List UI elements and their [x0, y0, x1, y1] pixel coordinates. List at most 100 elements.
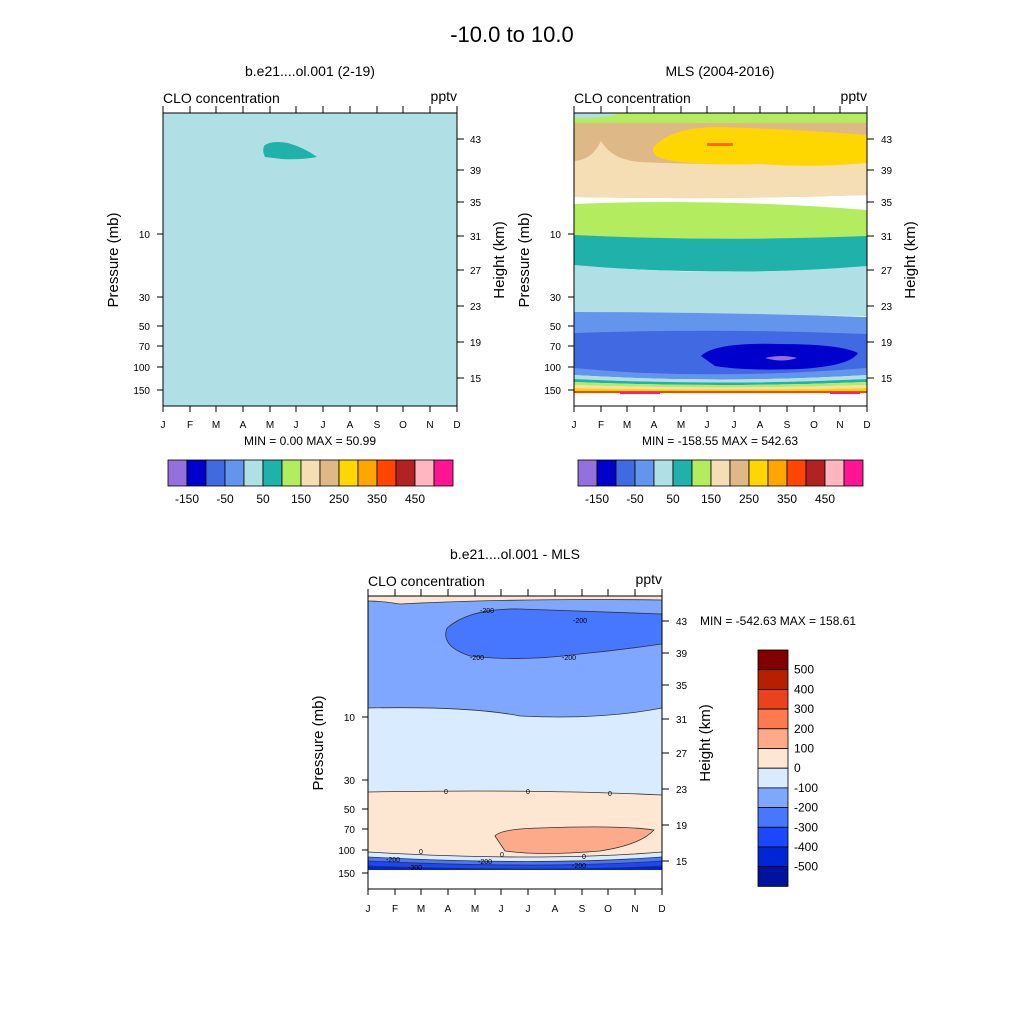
colorbar-swatch — [757, 728, 789, 749]
x-tick-label: J — [572, 420, 577, 431]
colorbar-label: -400 — [794, 840, 818, 854]
colorbar-swatch — [262, 459, 283, 487]
colorbar-swatch — [757, 866, 789, 887]
x-tick-label: N — [631, 904, 638, 915]
pressure-tick-label: 100 — [133, 363, 150, 374]
field-fill — [368, 857, 662, 865]
field-fill — [707, 143, 733, 146]
colorbar-label: 350 — [367, 492, 387, 506]
y-axis-label-right: Height (km) — [491, 221, 508, 299]
colorbar-swatch — [281, 459, 302, 487]
y-axis-label: Pressure (mb) — [310, 695, 327, 790]
colorbar-swatch — [433, 459, 454, 487]
x-tick-label: A — [347, 420, 354, 431]
colorbar-swatch — [767, 459, 788, 487]
field-fill — [830, 392, 860, 394]
pressure-tick-label: 150 — [544, 386, 561, 397]
pressure-tick-label: 50 — [344, 805, 356, 816]
y-axis-label-right: Height (km) — [697, 704, 714, 782]
colorbar-swatch — [653, 459, 674, 487]
colorbar-swatch — [357, 459, 378, 487]
field-fill — [263, 142, 317, 160]
field-fill — [163, 113, 457, 406]
height-tick-label: 35 — [881, 198, 893, 209]
x-tick-label: A — [445, 904, 452, 915]
pressure-tick-label: 30 — [344, 776, 356, 787]
colorbar-label: 500 — [794, 663, 814, 677]
colorbar-label: 150 — [291, 492, 311, 506]
pressure-tick-label: 10 — [139, 230, 151, 241]
colorbar-swatch — [300, 459, 321, 487]
colorbar-swatch — [757, 649, 789, 671]
colorbar-swatch — [843, 459, 864, 487]
contour-label: 0 — [526, 789, 530, 796]
min-max-text: MIN = -542.63 MAX = 158.61 — [700, 614, 856, 628]
x-tick-label: J — [321, 420, 326, 431]
colorbar-swatch — [577, 459, 598, 487]
colorbar-swatch — [757, 807, 789, 828]
panel-left-label: CLO concentration — [368, 573, 485, 589]
field-fill — [574, 141, 867, 199]
colorbar-label: 100 — [794, 742, 814, 756]
colorbar-swatch — [224, 459, 245, 487]
colorbar-label: -300 — [794, 820, 818, 834]
colorbar-label: 250 — [739, 492, 759, 506]
colorbar-label: -500 — [794, 860, 818, 874]
y-axis-label: Pressure (mb) — [105, 212, 122, 307]
height-tick-label: 15 — [881, 374, 893, 385]
x-tick-label: M — [677, 420, 685, 431]
x-tick-label: S — [579, 904, 586, 915]
plot-frame — [162, 112, 458, 407]
colorbar-swatch — [186, 459, 207, 487]
x-tick-label: F — [392, 904, 398, 915]
height-tick-label: 43 — [470, 135, 482, 146]
field-fill — [368, 707, 662, 795]
height-tick-label: 43 — [676, 617, 688, 628]
colorbar-label: 50 — [256, 492, 270, 506]
contour-label: 0 — [419, 849, 423, 856]
height-tick-label: 31 — [470, 232, 482, 243]
x-tick-label: J — [499, 904, 504, 915]
field-fill — [574, 265, 867, 316]
colorbar-label: 350 — [777, 492, 797, 506]
colorbar-label: 50 — [666, 492, 680, 506]
pressure-tick-label: 100 — [338, 846, 355, 857]
field-fill — [574, 388, 867, 391]
x-tick-label: N — [426, 420, 433, 431]
x-tick-label: F — [187, 420, 193, 431]
colorbar-swatch — [805, 459, 826, 487]
panel-units-label: pptv — [431, 88, 457, 104]
colorbar-label: 150 — [701, 492, 721, 506]
x-tick-label: N — [836, 420, 843, 431]
x-tick-label: M — [266, 420, 274, 431]
plot-frame — [367, 595, 663, 890]
field-fill — [574, 375, 867, 383]
colorbar-label: -50 — [626, 492, 644, 506]
height-tick-label: 35 — [676, 681, 688, 692]
contour-label: -200 — [386, 857, 400, 864]
x-tick-label: J — [366, 904, 371, 915]
height-tick-label: 23 — [676, 785, 688, 796]
colorbar-swatch — [757, 767, 789, 789]
colorbar-label: 0 — [794, 761, 801, 775]
x-tick-label: M — [417, 904, 425, 915]
contour-lines — [367, 599, 663, 870]
colorbar-swatch — [748, 459, 769, 487]
colorbar-label: -150 — [175, 492, 199, 506]
field-fill — [652, 127, 867, 166]
contour-label: 0 — [582, 854, 586, 861]
pressure-tick-label: 70 — [139, 342, 151, 353]
height-tick-label: 31 — [676, 715, 688, 726]
colorbar-label: -150 — [585, 492, 609, 506]
contour-label: -200 — [470, 655, 484, 662]
x-tick-label: M — [623, 420, 631, 431]
x-tick-label: M — [471, 904, 479, 915]
tick-marks — [157, 106, 464, 412]
main-title: -10.0 to 10.0 — [450, 22, 574, 47]
pressure-tick-label: 50 — [139, 322, 151, 333]
height-tick-label: 15 — [470, 374, 482, 385]
x-tick-label: M — [212, 420, 220, 431]
pressure-tick-label: 10 — [344, 713, 356, 724]
field-fill — [574, 382, 867, 388]
